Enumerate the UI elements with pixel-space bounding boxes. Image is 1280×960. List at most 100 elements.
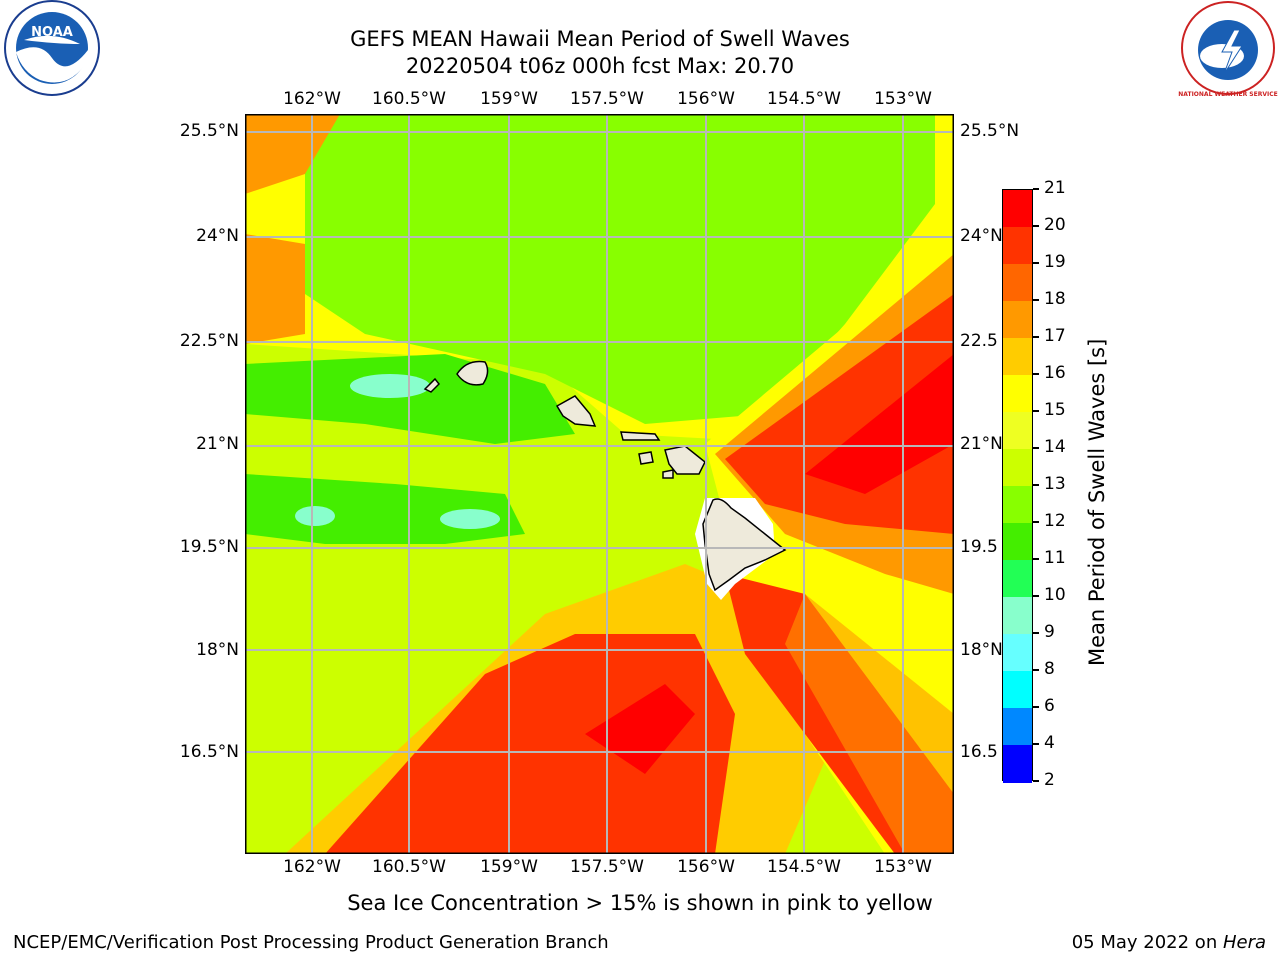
- colorbar-segment: [1003, 634, 1032, 672]
- colorbar-tick-label: 21: [1044, 178, 1066, 198]
- field-green-north: [305, 114, 935, 424]
- colorbar-tick-label: 2: [1044, 770, 1055, 790]
- island-oahu: [555, 395, 597, 427]
- colorbar-tick-mark: [1033, 299, 1039, 301]
- colorbar-tick-mark: [1033, 706, 1039, 708]
- colorbar-tick-label: 18: [1044, 289, 1066, 309]
- lon-label-top: 159°W: [480, 89, 538, 109]
- colorbar-tick-label: 16: [1044, 363, 1066, 383]
- island-kauai: [456, 360, 489, 386]
- colorbar-tick-label: 19: [1044, 252, 1066, 272]
- nws-logo: NATIONAL WEATHER SERVICE: [1178, 0, 1278, 100]
- lon-label-bottom: 154.5°W: [767, 857, 841, 877]
- colorbar-tick-label: 13: [1044, 474, 1066, 494]
- lon-label-top: 154.5°W: [767, 89, 841, 109]
- colorbar-tick-mark: [1033, 188, 1039, 190]
- lat-label-right: 22.5: [960, 331, 998, 351]
- nws-logo-text: NATIONAL WEATHER SERVICE: [1178, 91, 1277, 98]
- colorbar-ticks: 21 20 19 18 17 16 15 14 13 12 11 10 9 8 6 4 2: [1033, 178, 1073, 790]
- colorbar-tick-mark: [1033, 484, 1039, 486]
- colorbar-tick-mark: [1033, 558, 1039, 560]
- colorbar-tick-label: 14: [1044, 437, 1066, 457]
- colorbar-tick-label: 12: [1044, 511, 1066, 531]
- colorbar-tick-mark: [1033, 669, 1039, 671]
- lon-label-top: 160.5°W: [372, 89, 446, 109]
- colorbar-tick-mark: [1033, 373, 1039, 375]
- colorbar-segment: [1003, 708, 1032, 746]
- colorbar-segment: [1003, 486, 1032, 524]
- island-lanai: [638, 451, 654, 465]
- lon-label-top: 153°W: [874, 89, 932, 109]
- island-kahoolawe: [662, 469, 674, 479]
- map-title: GEFS MEAN Hawaii Mean Period of Swell Wa…: [350, 27, 850, 51]
- sea-ice-note: Sea Ice Concentration > 15% is shown in …: [347, 891, 933, 915]
- footer-host: Hera: [1222, 932, 1266, 953]
- lat-label-right: 18°N: [960, 640, 1003, 660]
- colorbar-tick-label: 17: [1044, 326, 1066, 346]
- lat-label-right: 19.5: [960, 537, 998, 557]
- colorbar-segment: [1003, 745, 1032, 783]
- island-molokai: [620, 431, 661, 441]
- colorbar-title: Mean Period of Swell Waves [s]: [1085, 338, 1109, 666]
- colorbar: [1002, 189, 1033, 783]
- field-orange-w: [245, 234, 305, 344]
- lat-label-left: 21°N: [196, 434, 239, 454]
- colorbar-tick-label: 15: [1044, 400, 1066, 420]
- colorbar-tick-label: 4: [1044, 733, 1055, 753]
- footer-left: NCEP/EMC/Verification Post Processing Pr…: [13, 932, 609, 953]
- colorbar-tick-label: 6: [1044, 696, 1055, 716]
- colorbar-segment: [1003, 227, 1032, 265]
- colorbar-tick-mark: [1033, 410, 1039, 412]
- colorbar-tick-mark: [1033, 225, 1039, 227]
- lat-label-right: 24°N: [960, 226, 1003, 246]
- lon-label-bottom: 162°W: [283, 857, 341, 877]
- colorbar-tick-mark: [1033, 336, 1039, 338]
- map-subtitle: 20220504 t06z 000h fcst Max: 20.70: [405, 54, 795, 78]
- colorbar-segment: [1003, 560, 1032, 598]
- colorbar-tick-label: 10: [1044, 585, 1066, 605]
- colorbar-tick-mark: [1033, 447, 1039, 449]
- field-reddest-east: [805, 354, 954, 494]
- colorbar-segment: [1003, 449, 1032, 487]
- colorbar-segment: [1003, 412, 1032, 450]
- lat-label-right: 21°N: [960, 434, 1003, 454]
- colorbar-tick-mark: [1033, 595, 1039, 597]
- lat-label-right: 16.5: [960, 742, 998, 762]
- lon-label-bottom: 153°W: [874, 857, 932, 877]
- colorbar-tick-mark: [1033, 780, 1039, 782]
- lon-label-top: 156°W: [677, 89, 735, 109]
- colorbar-tick-mark: [1033, 632, 1039, 634]
- lon-label-bottom: 156°W: [677, 857, 735, 877]
- colorbar-segment: [1003, 671, 1032, 709]
- field-aqua-south-e: [440, 509, 500, 529]
- field-aqua-north: [350, 374, 430, 398]
- lon-label-top: 162°W: [283, 89, 341, 109]
- colorbar-tick-mark: [1033, 521, 1039, 523]
- noaa-logo-text: NOAA: [31, 25, 73, 40]
- colorbar-segment: [1003, 264, 1032, 302]
- field-aqua-south-w: [295, 506, 335, 526]
- lon-label-top: 157.5°W: [570, 89, 644, 109]
- field-orange-se: [785, 594, 954, 854]
- lat-label-left: 19.5°N: [179, 537, 239, 557]
- lat-label-left: 24°N: [196, 226, 239, 246]
- lat-label-left: 16.5°N: [179, 742, 239, 762]
- colorbar-tick-mark: [1033, 262, 1039, 264]
- island-hawaii: [702, 498, 787, 592]
- colorbar-segment: [1003, 190, 1032, 228]
- map-frame: [245, 114, 954, 854]
- map-gridlines: [245, 114, 954, 854]
- colorbar-segment: [1003, 338, 1032, 376]
- field-red-south: [325, 634, 735, 854]
- colorbar-segment: [1003, 375, 1032, 413]
- swell-period-map: [245, 114, 954, 854]
- lon-label-bottom: 160.5°W: [372, 857, 446, 877]
- colorbar-tick-label: 8: [1044, 659, 1055, 679]
- lon-label-bottom: 159°W: [480, 857, 538, 877]
- colorbar-tick-label: 20: [1044, 215, 1066, 235]
- island-niihau: [423, 377, 441, 393]
- lat-label-right: 25.5°N: [960, 121, 1020, 141]
- footer-right: 05 May 2022 on Hera: [1072, 932, 1266, 953]
- field-orange-nw: [245, 114, 340, 194]
- colorbar-segment: [1003, 301, 1032, 339]
